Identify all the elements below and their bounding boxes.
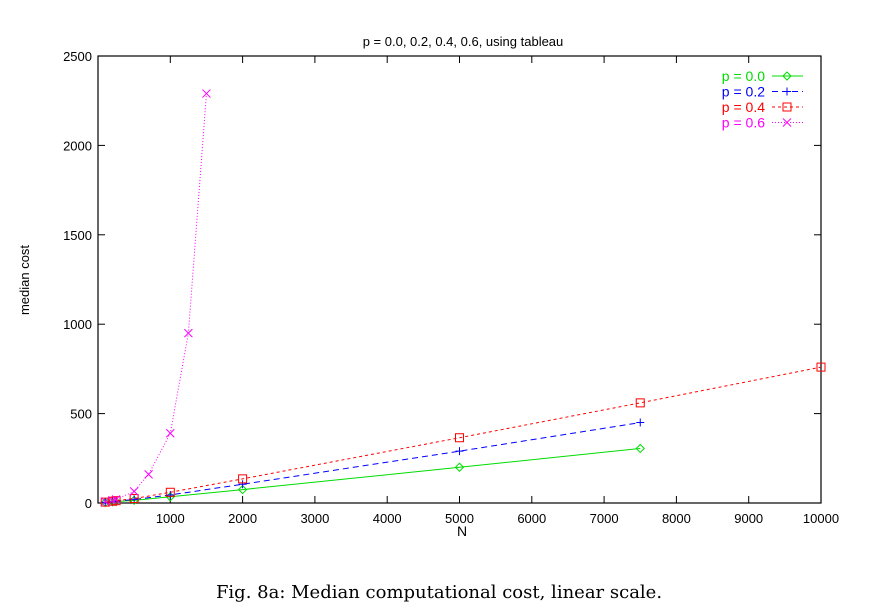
x-tick-label: 7000 [590,511,619,526]
chart-title: p = 0.0, 0.2, 0.4, 0.6, using tableau [363,34,564,49]
diamond-marker [454,462,465,472]
plus-marker [636,418,645,427]
square-marker [129,494,139,504]
y-axis-label: median cost [17,245,32,315]
cross-marker [782,118,792,127]
square-marker [455,433,464,443]
legend-label: p = 0.6 [722,115,765,131]
series-line [105,447,641,503]
series-02 [101,418,645,507]
figure-caption: Fig. 8a: Median computational cost, line… [215,582,663,603]
series-line [105,422,641,503]
legend-label: p = 0.0 [722,68,765,84]
x-tick-label: 8000 [662,511,691,526]
series-line [105,93,207,503]
y-tick-label: 2500 [63,49,92,64]
square-marker [816,362,826,372]
x-axis-label: N [457,523,467,539]
x-tick-label: 1000 [156,511,185,526]
cross-marker [165,428,175,438]
x-tick-label: 9000 [734,511,763,526]
cross-marker [111,495,121,504]
plus-marker [166,490,175,499]
square-marker [165,487,175,497]
x-tick-label: 5000 [445,511,474,526]
cross-marker [108,495,117,505]
diamond-marker [237,484,248,495]
legend-label: p = 0.2 [722,84,765,100]
cross-marker [100,497,110,506]
square-marker [100,497,110,507]
series-04 [100,362,826,507]
square-marker [635,398,645,408]
x-tick-label: 2000 [228,511,257,526]
x-tick-label: 4000 [373,511,402,526]
diamond-marker [635,443,645,454]
x-tick-label: 10000 [803,511,839,526]
square-marker [238,474,248,484]
plus-marker [238,480,247,489]
plot-frame [97,55,822,504]
y-tick-label: 500 [70,407,92,422]
x-tick-label: 3000 [300,511,329,526]
y-tick-label: 1500 [63,228,92,243]
plus-marker [101,498,110,507]
legend-label: p = 0.4 [722,99,765,115]
diamond-marker [782,71,792,81]
series-06 [100,89,211,506]
plus-marker [455,447,464,456]
y-tick-label: 0 [85,496,92,511]
y-tick-label: 2000 [63,138,92,153]
x-tick-label: 6000 [517,511,546,526]
cross-marker [184,328,193,338]
cross-marker [202,89,211,98]
square-marker [782,102,792,112]
cross-marker [129,487,139,496]
chart: p = 0.0, 0.2, 0.4, 0.6, using tableau 10… [17,34,839,539]
plus-marker [783,87,791,96]
cross-marker [144,470,153,479]
y-tick-label: 1000 [63,317,92,332]
